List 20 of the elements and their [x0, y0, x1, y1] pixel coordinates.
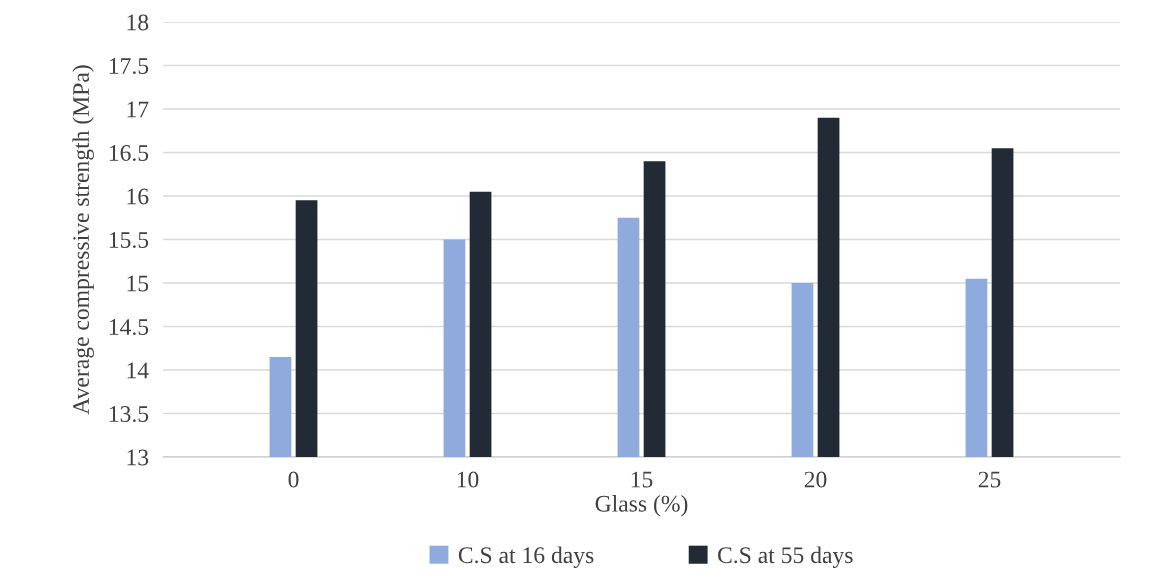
y-tick-label: 18	[127, 14, 149, 31]
legend-label: C.S at 16 days	[458, 546, 594, 569]
y-tick-label: 14	[127, 362, 149, 379]
x-tick-label: 10	[457, 471, 479, 488]
y-tick-label: 16.5	[109, 145, 149, 162]
y-tick-label: 13.5	[109, 406, 149, 423]
y-tick-label: 16	[127, 188, 149, 205]
x-tick-label: 20	[804, 471, 827, 488]
y-tick-label: 15	[127, 275, 149, 292]
x-tick-label: 25	[978, 471, 1001, 488]
y-tick-label: 13	[127, 449, 149, 466]
y-axis-title: Average compressive strength (MPa)	[72, 65, 94, 415]
x-tick-label: 0	[288, 471, 299, 488]
y-tick-label: 15.5	[109, 232, 149, 249]
x-tick-label: 15	[631, 471, 653, 488]
y-tick-label: 17	[127, 101, 149, 118]
y-tick-label: 14.5	[109, 319, 149, 336]
x-axis-title: Glass (%)	[595, 495, 688, 517]
legend-label: C.S at 55 days	[718, 546, 853, 569]
y-tick-label: 17.5	[109, 58, 149, 75]
